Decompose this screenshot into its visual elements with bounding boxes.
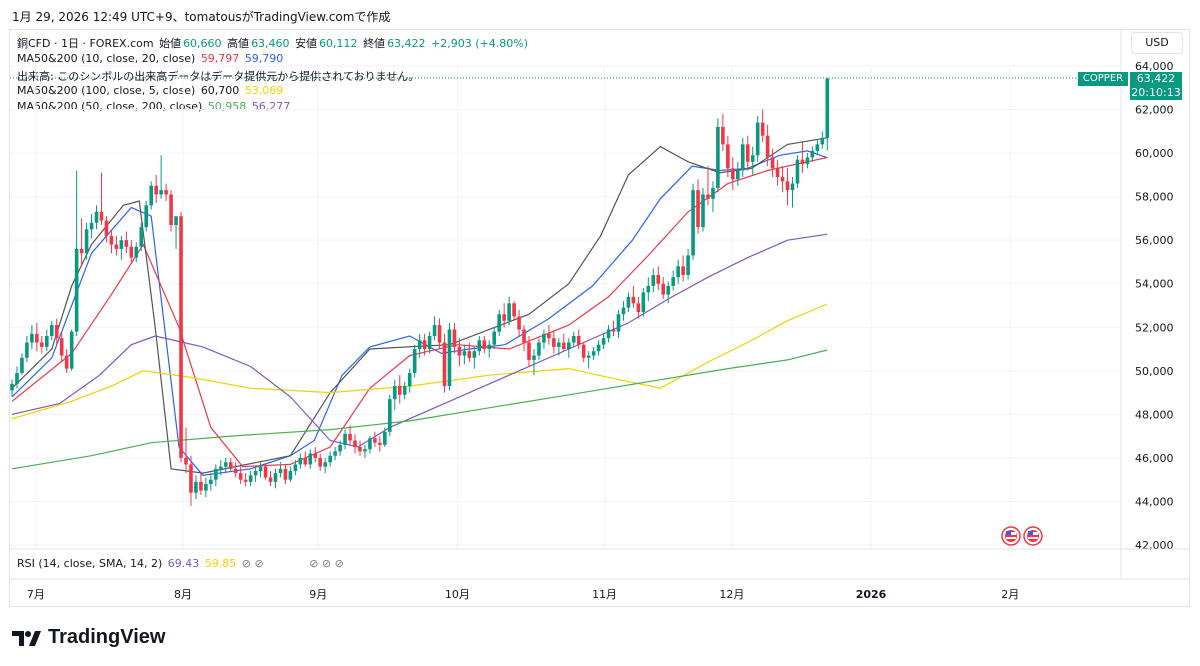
- indicator-label: MA50&200 (100, close, 5, close): [17, 84, 196, 97]
- rsi-hidden-icons-2: ⊘ ⊘ ⊘: [309, 557, 344, 570]
- symbol-legend[interactable]: 銅CFD · 1日 · FOREX.com 始値 60,660 高値 63,460 …: [17, 35, 530, 51]
- close-label: 終値: [363, 37, 386, 50]
- indicator-value-2: 59,790: [244, 52, 284, 65]
- indicator-value-2: 53,069: [244, 84, 284, 97]
- indicator-value-1: 59,797: [200, 52, 240, 65]
- indicator-label: MA50&200 (50, close, 200, close): [17, 100, 203, 113]
- indicator-ma10-20[interactable]: MA50&200 (10, close, 20, close) 59,797 5…: [17, 52, 285, 65]
- badge-countdown: 20:10:13: [1131, 86, 1181, 99]
- rsi-ma-value: 59.85: [204, 557, 237, 570]
- tradingview-logo-icon: [12, 630, 41, 646]
- symbol-title: 銅CFD · 1日 · FOREX.com: [17, 37, 154, 50]
- open-label: 始値: [159, 37, 182, 50]
- change-value: +2,903 (+4.80%): [431, 37, 529, 50]
- indicator-value-1: 50,958: [207, 100, 247, 113]
- rsi-label: RSI (14, close, SMA, 14, 2): [17, 557, 163, 570]
- chart-caption: 1月 29, 2026 12:49 UTC+9、tomatousがTrading…: [12, 10, 391, 24]
- close-value: 63,422: [387, 37, 426, 50]
- badge-symbol: COPPER: [1078, 72, 1128, 86]
- badge-price-block: 63,422 20:10:13: [1130, 72, 1182, 100]
- open-value: 60,660: [183, 37, 222, 50]
- tradingview-logo[interactable]: TradingView: [12, 626, 165, 649]
- indicator-ma50-200[interactable]: MA50&200 (50, close, 200, close) 50,958 …: [17, 100, 292, 113]
- low-value: 60,112: [319, 37, 358, 50]
- currency-selector[interactable]: USD: [1131, 32, 1183, 54]
- indicator-label: 出来高: このシンボルの出来高データはデータ提供元から提供されておりません。: [17, 70, 420, 83]
- indicator-label: MA50&200 (10, close, 20, close): [17, 52, 196, 65]
- badge-price: 63,422: [1136, 72, 1176, 85]
- indicator-ma100-5[interactable]: MA50&200 (100, close, 5, close) 60,700 5…: [17, 84, 285, 97]
- high-value: 63,460: [251, 37, 290, 50]
- tradingview-wordmark: TradingView: [48, 626, 166, 648]
- indicator-value-1: 60,700: [200, 84, 240, 97]
- low-label: 安値: [295, 37, 318, 50]
- indicator-volume[interactable]: 出来高: このシンボルの出来高データはデータ提供元から提供されておりません。: [17, 68, 421, 84]
- current-price-badge: COPPER 63,422 20:10:13: [1078, 72, 1182, 100]
- high-label: 高値: [227, 37, 250, 50]
- rsi-hidden-icons: ⊘ ⊘: [241, 557, 264, 570]
- indicator-value-2: 56,277: [251, 100, 291, 113]
- chart-frame: [9, 29, 1190, 607]
- rsi-legend[interactable]: RSI (14, close, SMA, 14, 2) 69.43 59.85 …: [17, 557, 346, 570]
- rsi-value: 69.43: [167, 557, 200, 570]
